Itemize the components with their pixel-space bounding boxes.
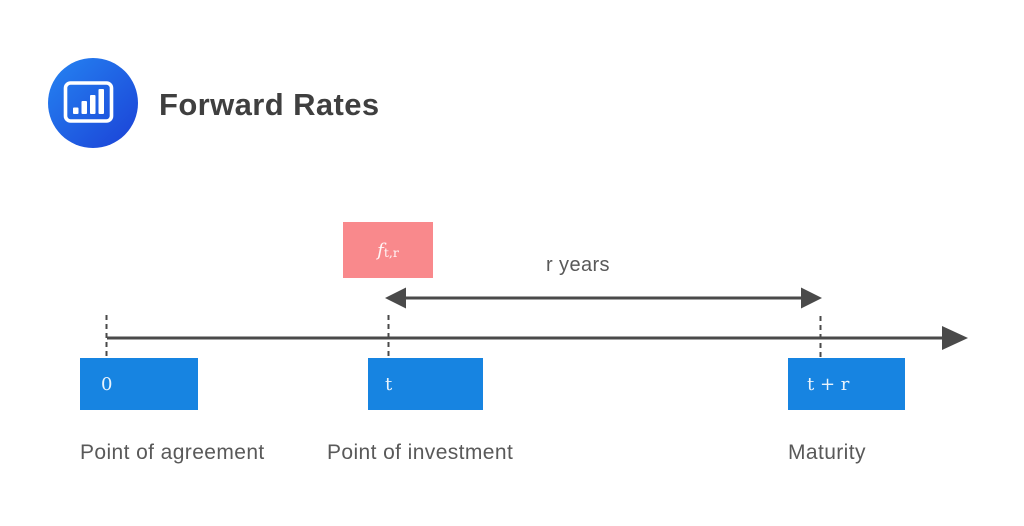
tick-label: t + r — [807, 373, 850, 395]
interval-arrow-right-head — [801, 287, 822, 309]
tick-box-investment: t — [368, 358, 483, 410]
tick-caption-investment: Point of investment — [327, 441, 514, 464]
tick-caption-maturity: Maturity — [788, 441, 866, 464]
tick-box-maturity: t + r — [788, 358, 905, 410]
page-title: Forward Rates — [159, 87, 380, 122]
interval-arrow-left-head — [385, 287, 406, 309]
bar-chart-icon — [48, 58, 138, 148]
tick-box-agreement: 0 — [80, 358, 198, 410]
timeline-arrow-head — [942, 326, 968, 350]
forward-rate-subscript: t,r — [383, 245, 399, 260]
tick-label: t — [385, 373, 393, 395]
tick-caption-agreement: Point of agreement — [80, 441, 265, 464]
tick-label: 0 — [101, 373, 113, 395]
interval-label: r years — [546, 254, 610, 276]
forward-rate-symbol: f — [377, 239, 384, 261]
forward-rate-box: f t,r — [343, 222, 433, 278]
